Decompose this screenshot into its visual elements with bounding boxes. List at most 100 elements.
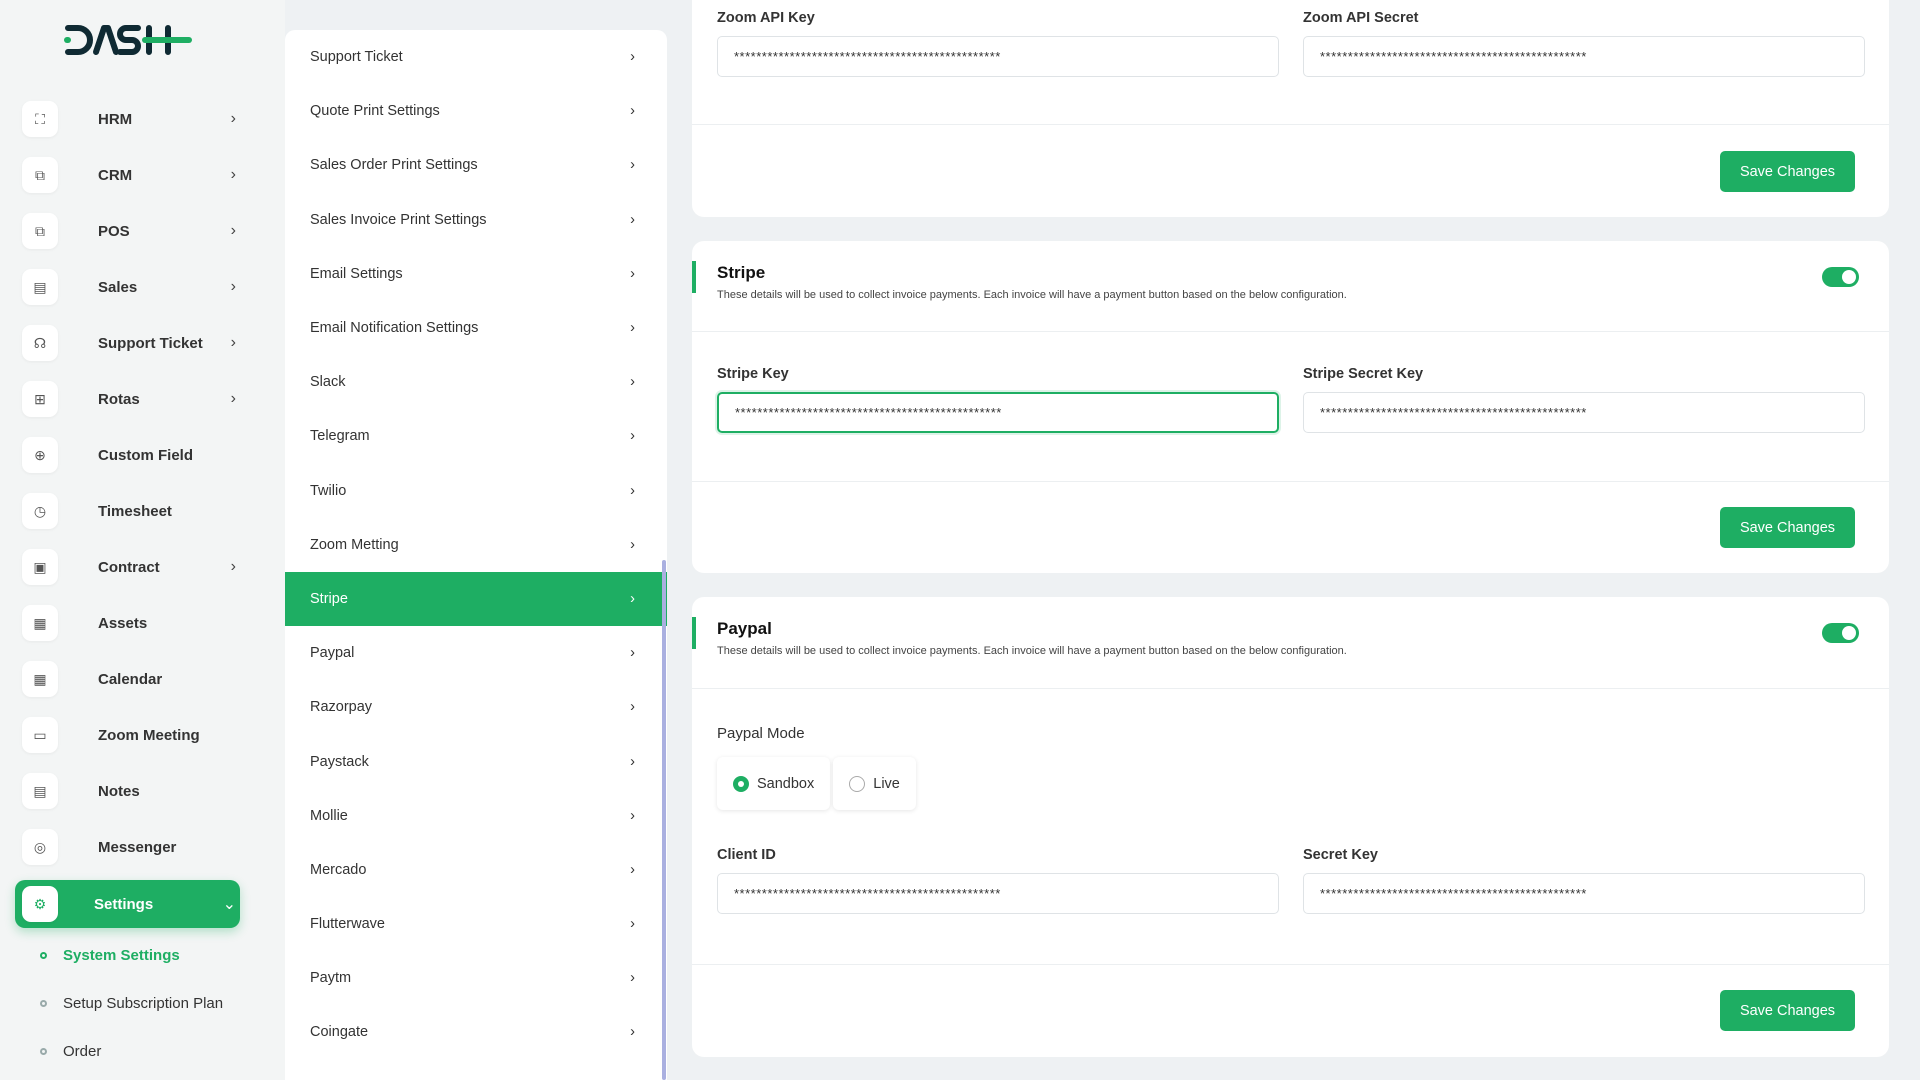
settings-menu-item-slack[interactable]: Slack › — [285, 355, 667, 409]
sidebar-item-label: Timesheet — [98, 502, 172, 520]
settings-menu-item-stripe[interactable]: Stripe › — [285, 571, 667, 627]
sidebar-item-messenger[interactable]: ◎ Messenger — [22, 825, 240, 869]
sidebar-item-label: HRM — [98, 110, 133, 128]
settings-menu-item-twilio[interactable]: Twilio › — [285, 464, 667, 518]
stripe-save-button[interactable]: Save Changes — [1720, 507, 1855, 548]
plus-circle-icon: ⊕ — [22, 437, 58, 473]
sidebar-subitem-order[interactable]: Order — [40, 1043, 101, 1060]
chevron-right-icon: › — [230, 334, 236, 351]
hrm-icon: ⛶ — [22, 101, 58, 137]
sidebar-subitem-system-settings[interactable]: System Settings — [40, 947, 180, 964]
chevron-right-icon: › — [230, 390, 236, 407]
paypal-mode-label: Paypal Mode — [717, 725, 805, 742]
sidebar-item-rotas[interactable]: ⊞ Rotas › — [22, 377, 240, 421]
chevron-down-icon: ⌄ — [222, 896, 236, 913]
chevron-right-icon: › — [630, 970, 635, 987]
paypal-secret-key-input[interactable]: ****************************************… — [1303, 873, 1865, 914]
zoom-save-button[interactable]: Save Changes — [1720, 151, 1855, 192]
chevron-right-icon: › — [230, 222, 236, 239]
sidebar-item-label: Assets — [98, 614, 148, 632]
paypal-mode-radio-group: Sandbox Live — [717, 757, 916, 810]
sidebar-item-label: CRM — [98, 166, 133, 184]
chevron-right-icon: › — [630, 374, 635, 391]
radio-checked-icon — [733, 775, 749, 792]
settings-menu-item-paytm[interactable]: Paytm › — [285, 951, 667, 1005]
stripe-secret-key-input[interactable]: ****************************************… — [1303, 392, 1865, 433]
settings-menu-item-sales-order-print-settings[interactable]: Sales Order Print Settings › — [285, 138, 667, 192]
settings-menu-item-paypal[interactable]: Paypal › — [285, 626, 667, 680]
grid-icon: ⊞ — [22, 381, 58, 417]
settings-menu-item-label: Skrill — [310, 1079, 341, 1080]
settings-menu-item-label: Coingate — [310, 1024, 369, 1041]
file-icon: ▤ — [22, 269, 58, 305]
pos-icon: ⧉ — [22, 213, 58, 249]
settings-menu-item-paystack[interactable]: Paystack › — [285, 734, 667, 788]
chevron-right-icon: › — [230, 278, 236, 295]
settings-menu-item-label: Paypal — [310, 645, 355, 662]
paypal-save-button[interactable]: Save Changes — [1720, 990, 1855, 1031]
sidebar-item-settings[interactable]: ⚙ Settings ⌄ — [15, 880, 240, 928]
zoom-api-secret-input[interactable]: ****************************************… — [1303, 36, 1865, 77]
sidebar-item-support-ticket[interactable]: ☊ Support Ticket › — [22, 321, 240, 365]
zoom-settings-card: Zoom API Key ****************************… — [692, 0, 1889, 217]
chevron-right-icon: › — [630, 753, 635, 770]
chevron-right-icon: › — [630, 482, 635, 499]
sidebar-item-label: Sales — [98, 278, 138, 296]
notes-icon: ▤ — [22, 773, 58, 809]
settings-menu-item-telegram[interactable]: Telegram › — [285, 409, 667, 463]
sidebar-item-custom-field[interactable]: ⊕ Custom Field — [22, 433, 240, 477]
stripe-enable-toggle[interactable] — [1822, 267, 1859, 287]
paypal-mode-live-radio[interactable]: Live — [833, 757, 916, 810]
sidebar-item-label: Contract — [98, 558, 160, 576]
sidebar-item-pos[interactable]: ⧉ POS › — [22, 209, 240, 253]
settings-menu-item-support-ticket[interactable]: Support Ticket › — [285, 30, 667, 84]
settings-menu-item-coingate[interactable]: Coingate › — [285, 1005, 667, 1059]
settings-menu-item-quote-print-settings[interactable]: Quote Print Settings › — [285, 84, 667, 138]
sidebar-item-hrm[interactable]: ⛶ HRM › — [22, 97, 240, 141]
settings-menu-item-label: Quote Print Settings — [310, 103, 440, 120]
settings-menu-item-mercado[interactable]: Mercado › — [285, 843, 667, 897]
settings-menu-item-skrill[interactable]: Skrill › — [285, 1060, 667, 1080]
gear-icon: ⚙ — [22, 886, 58, 922]
sidebar-item-calendar[interactable]: ▦ Calendar — [22, 657, 240, 701]
zoom-api-key-input[interactable]: ****************************************… — [717, 36, 1279, 77]
settings-menu-item-email-settings[interactable]: Email Settings › — [285, 247, 667, 301]
sidebar-item-assets[interactable]: ▦ Assets — [22, 601, 240, 645]
sidebar-item-label: Rotas — [98, 390, 140, 408]
settings-menu-item-email-notification-settings[interactable]: Email Notification Settings › — [285, 301, 667, 355]
stripe-key-input[interactable]: ****************************************… — [717, 392, 1279, 433]
paypal-enable-toggle[interactable] — [1822, 623, 1859, 643]
sidebar-item-notes[interactable]: ▤ Notes — [22, 769, 240, 813]
paypal-secret-key-label: Secret Key — [1303, 847, 1378, 863]
paypal-mode-sandbox-radio[interactable]: Sandbox — [717, 757, 831, 810]
radio-label: Sandbox — [757, 775, 815, 792]
sidebar-item-zoom-meeting[interactable]: ▭ Zoom Meeting — [22, 713, 240, 757]
client-id-input[interactable]: ****************************************… — [717, 873, 1279, 914]
chevron-right-icon: › — [630, 861, 635, 878]
settings-menu-item-zoom-metting[interactable]: Zoom Metting › — [285, 518, 667, 572]
section-accent-bar — [692, 261, 696, 293]
chevron-right-icon: › — [630, 916, 635, 933]
calculator-icon: ▦ — [22, 605, 58, 641]
settings-menu-item-sales-invoice-print-settings[interactable]: Sales Invoice Print Settings › — [285, 193, 667, 247]
settings-menu-item-label: Support Ticket — [310, 49, 403, 66]
settings-menu-item-label: Flutterwave — [310, 916, 385, 933]
sidebar-item-timesheet[interactable]: ◷ Timesheet — [22, 489, 240, 533]
sidebar-item-contract[interactable]: ▣ Contract › — [22, 545, 240, 589]
sidebar-item-label: Custom Field — [98, 446, 194, 464]
divider — [692, 124, 1889, 125]
sidebar-item-label: Zoom Meeting — [98, 726, 200, 744]
sidebar-item-sales[interactable]: ▤ Sales › — [22, 265, 240, 309]
sidebar-subitem-label: System Settings — [63, 947, 180, 964]
sidebar-item-crm[interactable]: ⧉ CRM › — [22, 153, 240, 197]
chevron-right-icon: › — [630, 428, 635, 445]
sidebar-subitem-setup-subscription-plan[interactable]: Setup Subscription Plan — [40, 995, 223, 1012]
settings-menu-item-razorpay[interactable]: Razorpay › — [285, 680, 667, 734]
client-id-label: Client ID — [717, 847, 776, 863]
settings-menu-item-mollie[interactable]: Mollie › — [285, 789, 667, 843]
sidebar-item-label: Calendar — [98, 670, 163, 688]
settings-menu-item-flutterwave[interactable]: Flutterwave › — [285, 897, 667, 951]
chevron-right-icon: › — [630, 320, 635, 337]
settings-menu-scrollbar[interactable] — [662, 560, 666, 1080]
chevron-right-icon: › — [630, 157, 635, 174]
